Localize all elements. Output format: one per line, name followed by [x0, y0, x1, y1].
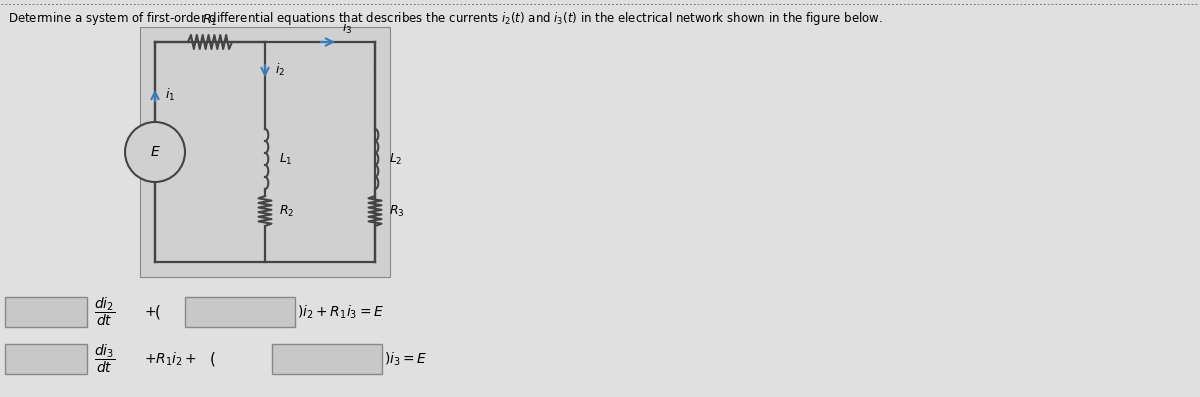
Text: $L_1$: $L_1$: [278, 151, 293, 167]
Text: Determine a system of first-order differential equations that describes the curr: Determine a system of first-order differ…: [8, 10, 883, 27]
Bar: [185, 297, 295, 327]
Circle shape: [125, 122, 185, 182]
Text: $i_1$: $i_1$: [166, 87, 175, 103]
Text: $+ R_1i_2 +$: $+ R_1i_2 +$: [144, 350, 197, 368]
Text: $)i_2 + R_1i_3 = E$: $)i_2 + R_1i_3 = E$: [298, 303, 384, 321]
Text: $($: $($: [209, 350, 216, 368]
Text: $)i_3 = E$: $)i_3 = E$: [384, 350, 427, 368]
Text: $\dfrac{di_3}{dt}$: $\dfrac{di_3}{dt}$: [94, 343, 115, 376]
Text: $i_3$: $i_3$: [342, 20, 353, 36]
Bar: [5, 297, 88, 327]
Text: $\dfrac{di_2}{dt}$: $\dfrac{di_2}{dt}$: [94, 296, 115, 328]
Text: $R_1$: $R_1$: [203, 13, 217, 28]
Text: E: E: [151, 145, 160, 159]
Text: $L_2$: $L_2$: [389, 151, 402, 167]
Bar: [140, 27, 390, 277]
Text: $+$: $+$: [144, 305, 156, 319]
Text: $($: $($: [154, 303, 161, 321]
Text: $R_3$: $R_3$: [389, 203, 404, 219]
Text: $R_2$: $R_2$: [278, 203, 294, 219]
Bar: [272, 344, 382, 374]
Text: $i_2$: $i_2$: [275, 62, 286, 78]
Bar: [5, 344, 88, 374]
